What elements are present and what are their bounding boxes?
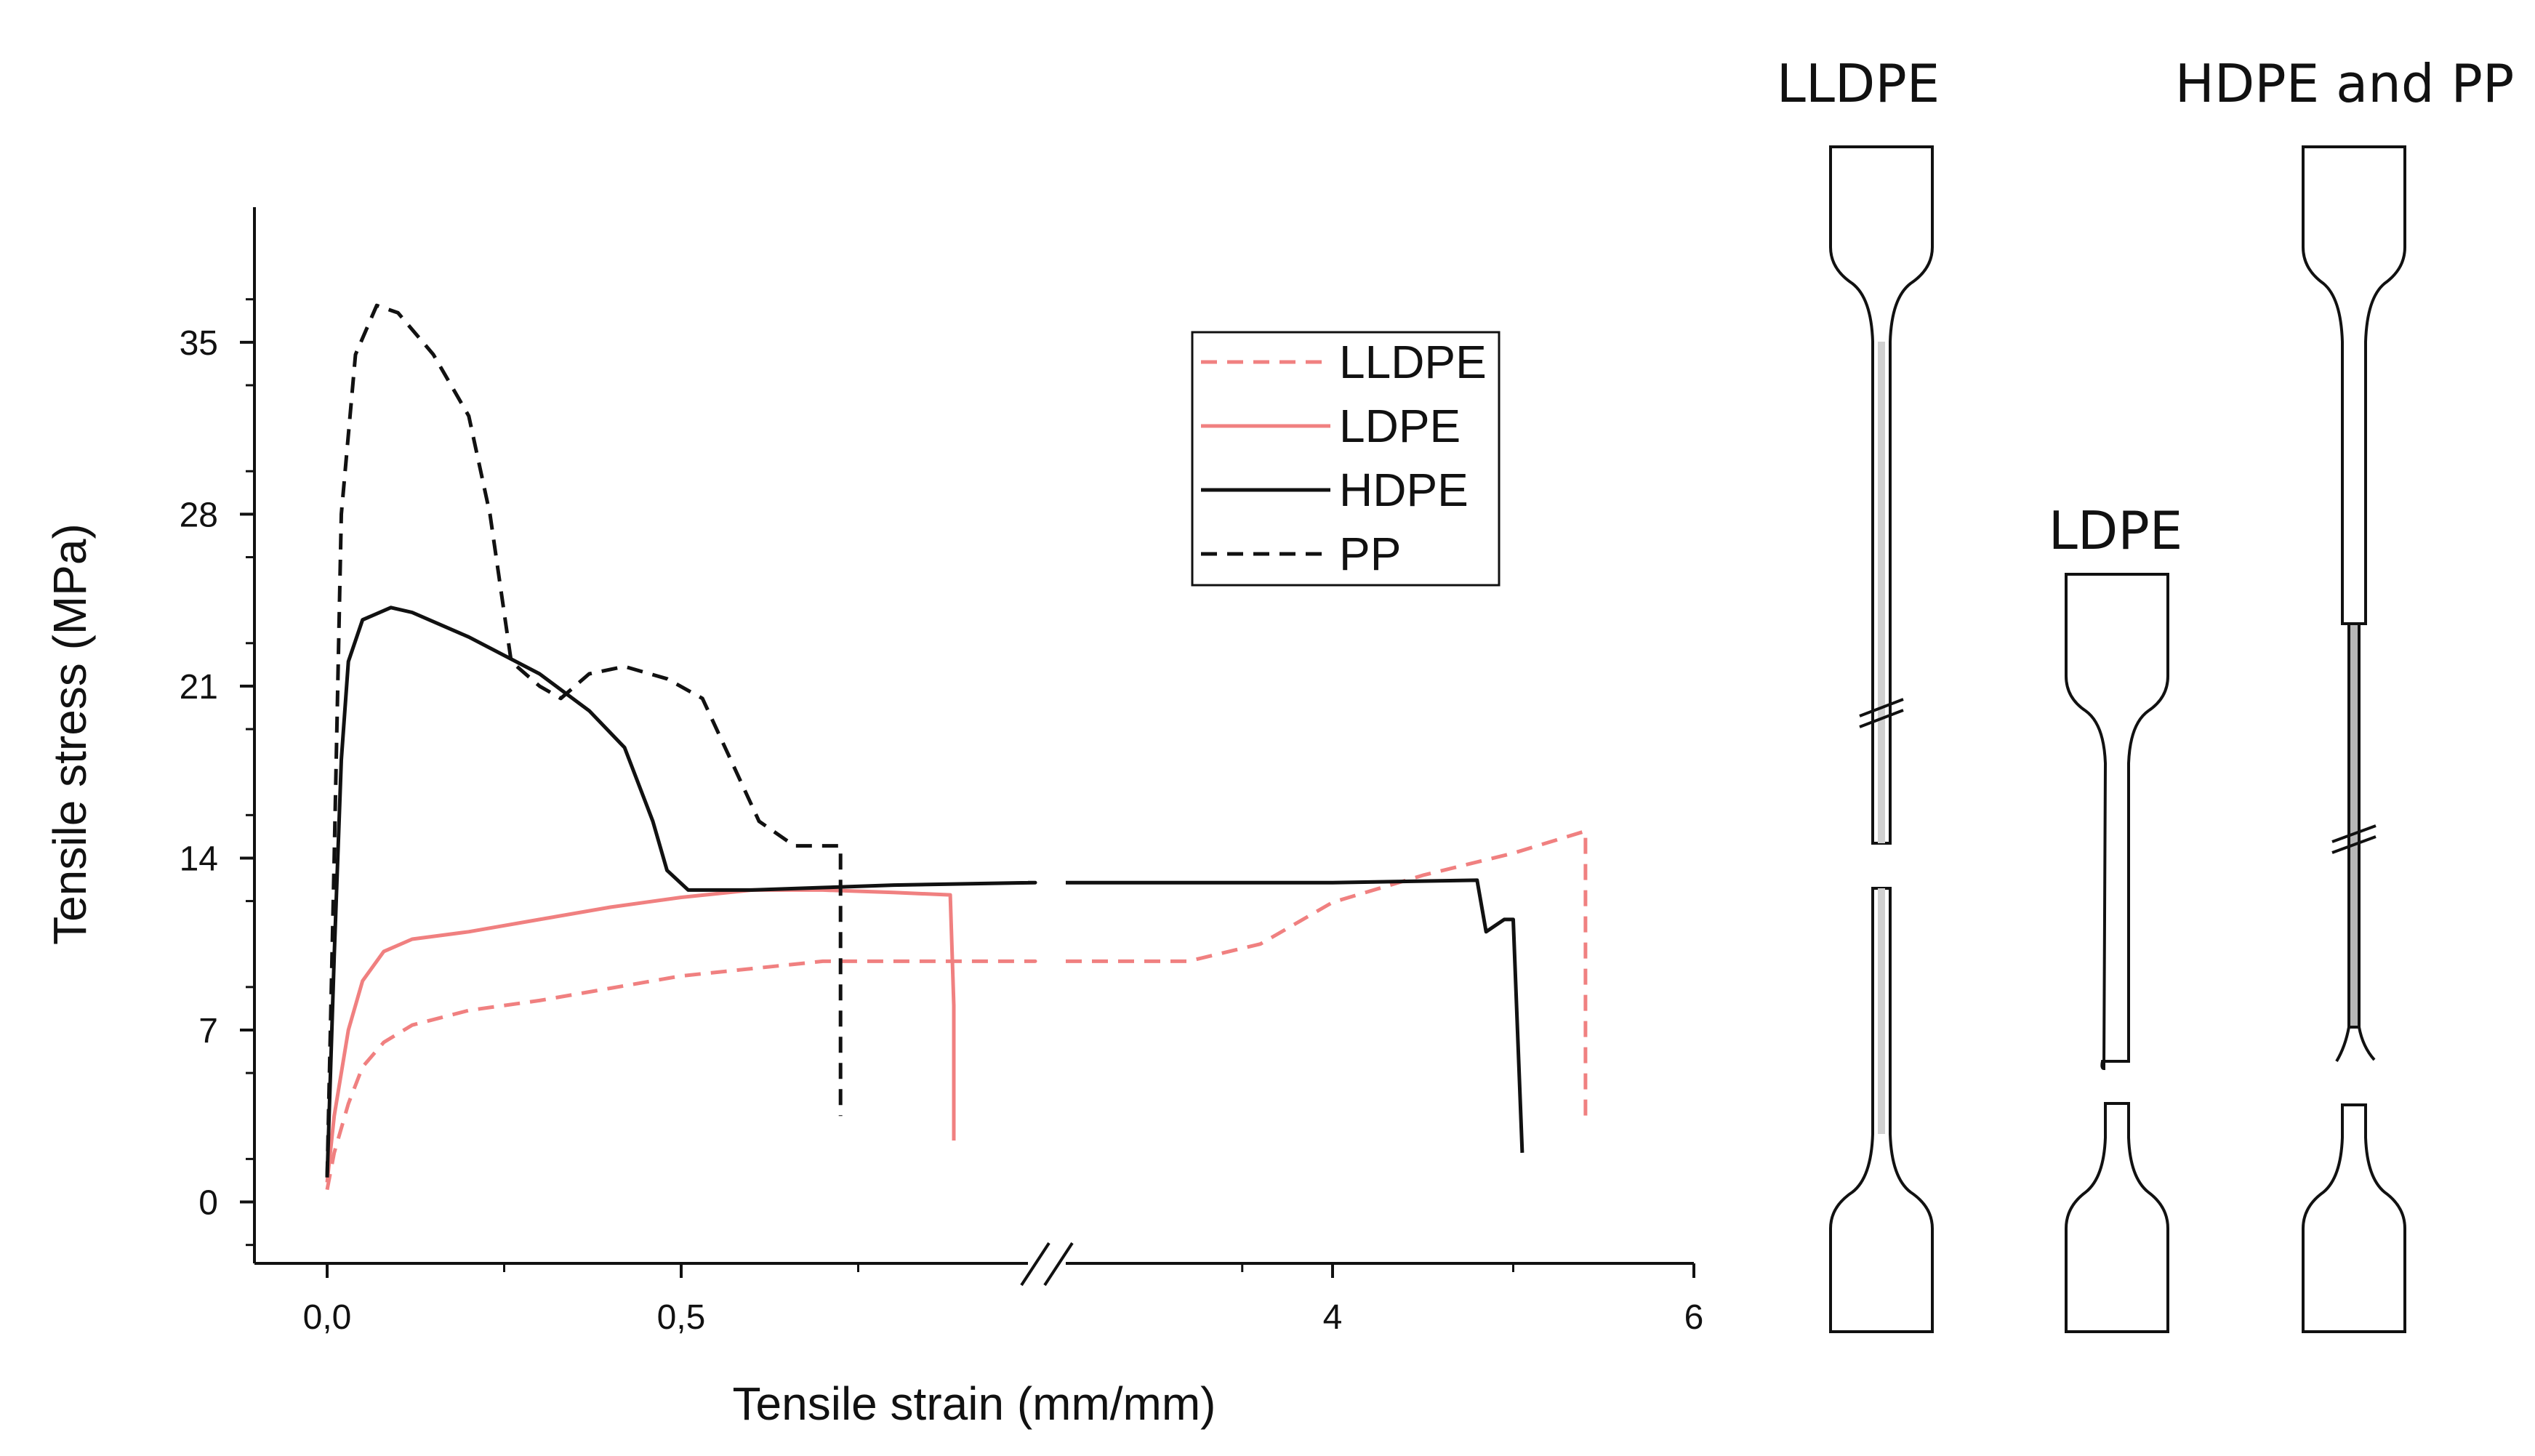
y-tick-label: 7 [198, 1012, 218, 1050]
x-axis-title: Tensile strain (mm/mm) [733, 1377, 1216, 1430]
legend-label-lldpe: LLDPE [1339, 336, 1487, 388]
hdpe-pp-fibril [2359, 1027, 2374, 1060]
x-tick-label: 6 [1684, 1298, 1704, 1337]
lldpe-specimen [1831, 147, 1932, 1332]
y-tick-label: 14 [180, 840, 218, 878]
ldpe-specimen [2066, 574, 2168, 1332]
legend: LLDPE LDPE HDPE PP [1192, 332, 1499, 585]
series-line-ldpe-part-1 [327, 890, 954, 1182]
hdpe-pp-neck [2349, 624, 2359, 1027]
stress-strain-chart: 0 7 14 21 28 35 0,0 0,5 4 6 Tensile strain (mm/mm… [44, 207, 1703, 1430]
y-tick-label: 28 [180, 496, 218, 534]
lldpe-gauge-fill-lower [1878, 888, 1885, 1134]
x-tick-label: 0,5 [657, 1298, 706, 1337]
hdpe-pp-specimen-lower [2303, 1105, 2405, 1332]
legend-label-pp: PP [1339, 528, 1401, 580]
legend-label-ldpe: LDPE [1339, 400, 1461, 452]
specimen-label-ldpe: LDPE [2049, 500, 2182, 561]
ldpe-specimen-lower [2066, 1103, 2168, 1332]
specimen-label-lldpe: LLDPE [1777, 53, 1940, 114]
legend-label-hdpe: HDPE [1339, 464, 1469, 516]
hdpe-pp-fibril [2337, 1027, 2349, 1061]
hdpe-pp-specimen [2303, 147, 2405, 1332]
x-tick-label: 4 [1323, 1298, 1343, 1337]
specimen-drawings [1831, 147, 2405, 1332]
y-axis-title: Tensile stress (MPa) [44, 523, 96, 945]
ldpe-specimen-upper [2066, 574, 2168, 1069]
x-tick-label: 0,0 [303, 1298, 352, 1337]
lldpe-gauge-fill-upper [1878, 342, 1885, 843]
y-tick-label: 35 [180, 324, 218, 363]
series-line-lldpe-part-2 [1066, 831, 1586, 1116]
series-line-pp-part-1 [327, 305, 840, 1178]
series-line-hdpe-part-2 [1066, 880, 1522, 1153]
y-tick-label: 21 [180, 668, 218, 707]
y-tick-label: 0 [198, 1184, 218, 1223]
specimen-label-hdpe-pp: HDPE and PP [2175, 53, 2515, 114]
series-line-lldpe-part-1 [327, 961, 1035, 1189]
hdpe-pp-specimen-upper [2303, 147, 2405, 624]
